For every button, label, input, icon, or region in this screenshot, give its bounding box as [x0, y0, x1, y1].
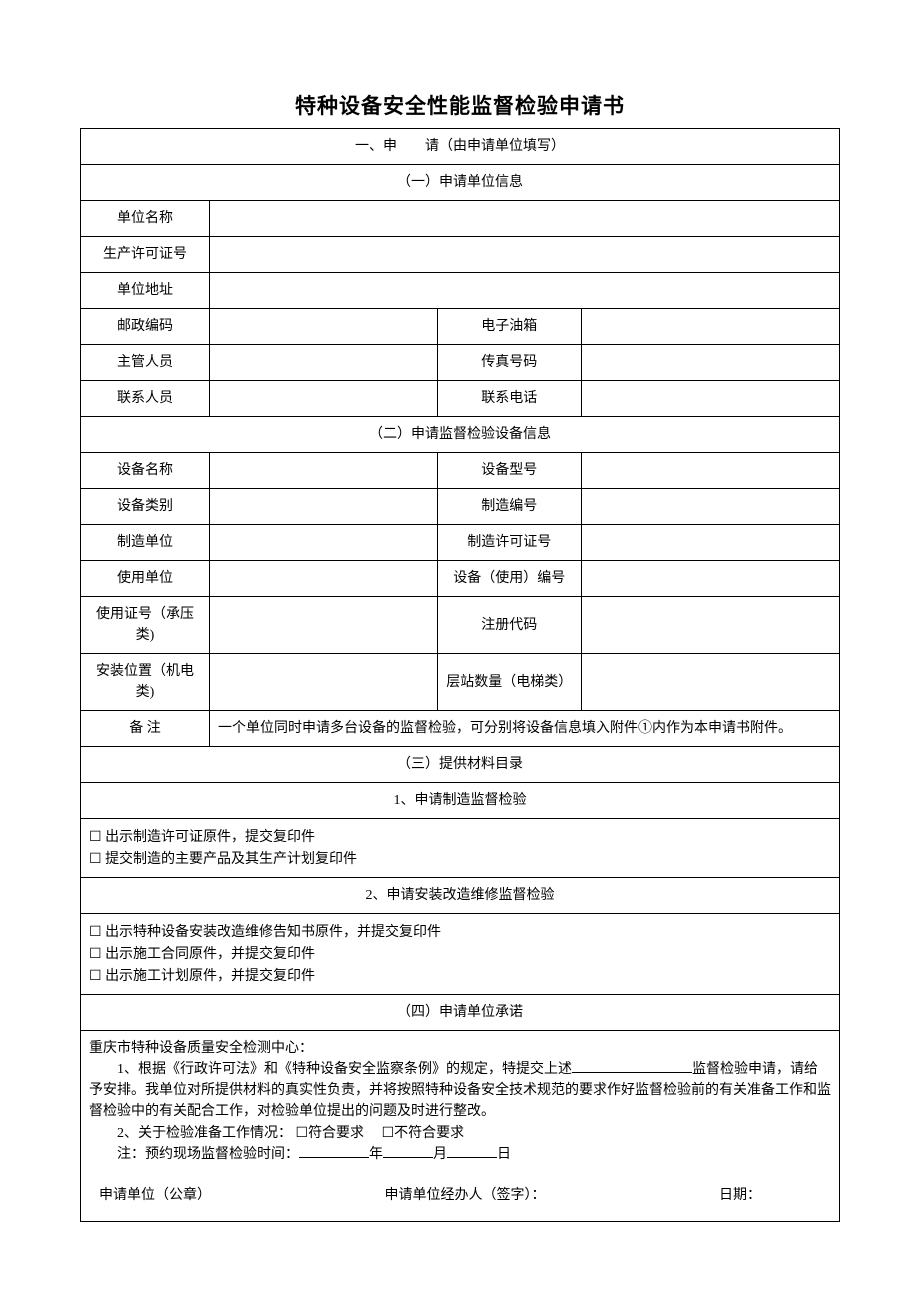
commit-p2-text: 2、关于检验准备工作情况： [117, 1126, 292, 1141]
commit-note: 注：预约现场监督检验时间： 年 月 日 [89, 1144, 831, 1165]
commit-p2: 2、关于检验准备工作情况： ☐符合要求 ☐不符合要求 [89, 1122, 831, 1144]
field-phone[interactable] [581, 381, 839, 417]
label-install-pos: 安装位置（机电类) [81, 654, 210, 711]
document-title: 特种设备安全性能监督检验申请书 [80, 90, 840, 120]
label-postcode: 邮政编码 [81, 309, 210, 345]
mat2-item-2-label: 出示施工计划原件，并提交复印件 [105, 969, 315, 984]
commit-p1a: 1、根据《行政许可法》和《特种设备安全监察条例》的规定，特提交上述 [117, 1062, 572, 1077]
remark-text: 一个单位同时申请多台设备的监督检验，可分别将设备信息填入附件①内作为本申请书附件… [210, 711, 840, 747]
field-user-unit[interactable] [210, 561, 438, 597]
label-address: 单位地址 [81, 273, 210, 309]
label-remark: 备 注 [81, 711, 210, 747]
month-label: 月 [433, 1147, 447, 1162]
mat2-item-2[interactable]: ☐ 出示施工计划原件，并提交复印件 [89, 965, 831, 987]
materials-1-header: 1、申请制造监督检验 [81, 783, 840, 819]
checkbox-icon[interactable]: ☐ [296, 1124, 309, 1140]
field-license-no[interactable] [210, 237, 840, 273]
day-label: 日 [497, 1147, 511, 1162]
mat2-item-0[interactable]: ☐ 出示特种设备安装改造维修告知书原件，并提交复印件 [89, 921, 831, 943]
field-address[interactable] [210, 273, 840, 309]
label-use-cert: 使用证号（承压类) [81, 597, 210, 654]
field-equip-model[interactable] [581, 453, 839, 489]
label-mfg-unit: 制造单位 [81, 525, 210, 561]
mat1-item-1[interactable]: ☐ 提交制造的主要产品及其生产计划复印件 [89, 848, 831, 870]
label-equip-name: 设备名称 [81, 453, 210, 489]
sig-handler: 申请单位经办人（签字）： [385, 1185, 546, 1206]
label-mfg-no: 制造编号 [437, 489, 581, 525]
label-equip-model: 设备型号 [437, 453, 581, 489]
field-director[interactable] [210, 345, 438, 381]
checkbox-icon[interactable]: ☐ [89, 945, 102, 961]
checkbox-icon[interactable]: ☐ [89, 828, 102, 844]
signature-line: 申请单位（公章） 申请单位经办人（签字）： 日期： [89, 1165, 831, 1214]
checkbox-icon[interactable]: ☐ [89, 923, 102, 939]
label-use-no: 设备（使用）编号 [437, 561, 581, 597]
label-email: 电子油箱 [437, 309, 581, 345]
label-director: 主管人员 [81, 345, 210, 381]
checkbox-icon[interactable]: ☐ [89, 967, 102, 983]
label-user-unit: 使用单位 [81, 561, 210, 597]
field-mfg-license[interactable] [581, 525, 839, 561]
application-form: 一、申 请（由申请单位填写） （一）申请单位信息 单位名称 生产许可证号 单位地… [80, 128, 840, 1222]
mat1-item-0-label: 出示制造许可证原件，提交复印件 [105, 830, 315, 845]
label-unit-name: 单位名称 [81, 201, 210, 237]
label-phone: 联系电话 [437, 381, 581, 417]
mat1-item-0[interactable]: ☐ 出示制造许可证原件，提交复印件 [89, 826, 831, 848]
sig-date: 日期： [719, 1185, 821, 1206]
opt-noncomply: 不符合要求 [394, 1126, 464, 1141]
opt-comply: 符合要求 [308, 1126, 364, 1141]
label-contact: 联系人员 [81, 381, 210, 417]
field-install-pos[interactable] [210, 654, 438, 711]
field-unit-name[interactable] [210, 201, 840, 237]
subsection-2-header: （二）申请监督检验设备信息 [81, 417, 840, 453]
commitment-cell: 重庆市特种设备质量安全检测中心： 1、根据《行政许可法》和《特种设备安全监察条例… [81, 1031, 840, 1222]
label-license-no: 生产许可证号 [81, 237, 210, 273]
field-reg-code[interactable] [581, 597, 839, 654]
blank-month[interactable] [383, 1144, 433, 1158]
mat2-item-1-label: 出示施工合同原件，并提交复印件 [105, 947, 315, 962]
checkbox-icon[interactable]: ☐ [382, 1124, 395, 1140]
field-equip-name[interactable] [210, 453, 438, 489]
checkbox-icon[interactable]: ☐ [89, 850, 102, 866]
field-fax[interactable] [581, 345, 839, 381]
note-label: 注：预约现场监督检验时间： [117, 1147, 299, 1162]
year-label: 年 [369, 1147, 383, 1162]
subsection-3-header: （三）提供材料目录 [81, 747, 840, 783]
field-postcode[interactable] [210, 309, 438, 345]
label-floors: 层站数量（电梯类） [437, 654, 581, 711]
mat2-item-0-label: 出示特种设备安装改造维修告知书原件，并提交复印件 [105, 925, 441, 940]
field-use-cert[interactable] [210, 597, 438, 654]
field-equip-category[interactable] [210, 489, 438, 525]
commit-p1: 1、根据《行政许可法》和《特种设备安全监察条例》的规定，特提交上述监督检验申请，… [89, 1059, 831, 1122]
field-use-no[interactable] [581, 561, 839, 597]
label-reg-code: 注册代码 [437, 597, 581, 654]
field-mfg-unit[interactable] [210, 525, 438, 561]
field-email[interactable] [581, 309, 839, 345]
section-1-header: 一、申 请（由申请单位填写） [81, 129, 840, 165]
label-equip-category: 设备类别 [81, 489, 210, 525]
field-contact[interactable] [210, 381, 438, 417]
field-floors[interactable] [581, 654, 839, 711]
subsection-4-header: （四）申请单位承诺 [81, 995, 840, 1031]
materials-2-header: 2、申请安装改造维修监督检验 [81, 878, 840, 914]
label-mfg-license: 制造许可证号 [437, 525, 581, 561]
sig-seal: 申请单位（公章） [99, 1185, 211, 1206]
mat2-item-1[interactable]: ☐ 出示施工合同原件，并提交复印件 [89, 943, 831, 965]
label-fax: 传真号码 [437, 345, 581, 381]
blank-year[interactable] [299, 1144, 369, 1158]
subsection-1-header: （一）申请单位信息 [81, 165, 840, 201]
mat1-item-1-label: 提交制造的主要产品及其生产计划复印件 [105, 852, 357, 867]
blank-inspection-type[interactable] [572, 1059, 692, 1073]
materials-2-list: ☐ 出示特种设备安装改造维修告知书原件，并提交复印件 ☐ 出示施工合同原件，并提… [81, 914, 840, 995]
blank-day[interactable] [447, 1144, 497, 1158]
materials-1-list: ☐ 出示制造许可证原件，提交复印件 ☐ 提交制造的主要产品及其生产计划复印件 [81, 819, 840, 878]
field-mfg-no[interactable] [581, 489, 839, 525]
commit-greeting: 重庆市特种设备质量安全检测中心： [89, 1038, 831, 1059]
